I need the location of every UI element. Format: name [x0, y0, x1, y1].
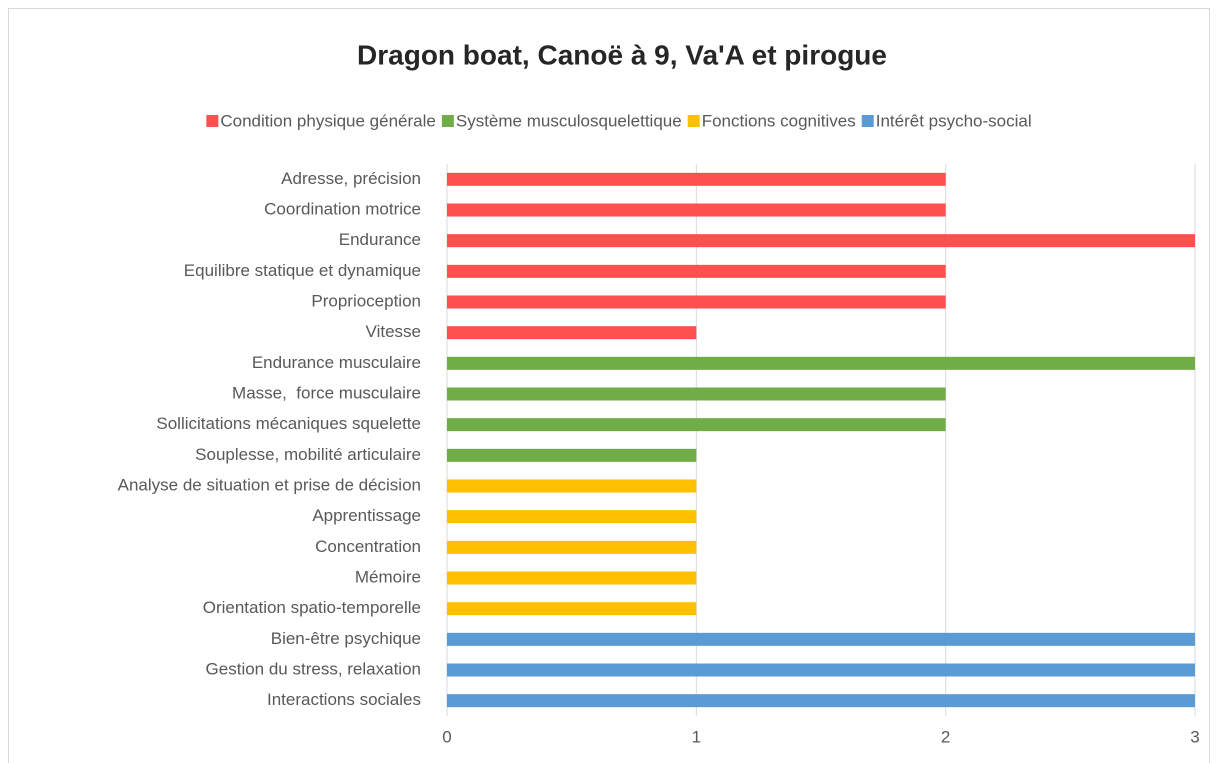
- legend-label: Système musculosquelettique: [456, 111, 682, 130]
- y-tick-label: Vitesse: [366, 322, 421, 341]
- bar: [447, 234, 1195, 248]
- bar: [447, 326, 697, 340]
- y-tick-label: Souplesse, mobilité articulaire: [195, 445, 421, 464]
- legend-label: Condition physique générale: [220, 111, 436, 130]
- y-tick-label: Endurance: [339, 230, 421, 249]
- bar: [447, 295, 946, 309]
- y-tick-label: Equilibre statique et dynamique: [184, 261, 421, 280]
- bar: [447, 479, 697, 493]
- legend-marker: [861, 115, 874, 127]
- x-tick-label: 2: [941, 727, 950, 746]
- bar: [447, 663, 1195, 677]
- y-tick-label: Bien-être psychique: [271, 629, 421, 648]
- y-tick-label: Masse, force musculaire: [232, 383, 421, 402]
- bar: [447, 203, 946, 217]
- bar: [447, 448, 697, 462]
- bar: [447, 510, 697, 524]
- y-tick-label: Orientation spatio-temporelle: [203, 598, 421, 617]
- bar: [447, 264, 946, 278]
- legend-marker: [441, 115, 454, 127]
- y-tick-label: Mémoire: [355, 567, 421, 586]
- bar: [447, 694, 1195, 708]
- y-tick-label: Endurance musculaire: [252, 353, 421, 372]
- legend-label: Fonctions cognitives: [702, 111, 856, 130]
- x-tick-label: 3: [1190, 727, 1199, 746]
- y-tick-label: Concentration: [315, 537, 421, 556]
- bar: [447, 540, 697, 554]
- bar: [447, 356, 1195, 370]
- y-tick-label: Interactions sociales: [267, 690, 421, 709]
- y-tick-label: Proprioception: [311, 291, 421, 310]
- chart-title: Dragon boat, Canoë à 9, Va'A et pirogue: [357, 39, 887, 70]
- legend-label: Intérêt psycho-social: [876, 111, 1032, 130]
- y-tick-label: Adresse, précision: [281, 169, 421, 188]
- bar: [447, 632, 1195, 646]
- bar: [447, 418, 946, 432]
- bar: [447, 571, 697, 585]
- bar: [447, 172, 946, 186]
- x-tick-label: 1: [692, 727, 701, 746]
- legend-marker: [206, 115, 219, 127]
- bar: [447, 387, 946, 401]
- y-tick-label: Analyse de situation et prise de décisio…: [118, 475, 421, 494]
- y-tick-label: Sollicitations mécaniques squelette: [156, 414, 421, 433]
- legend-marker: [687, 115, 700, 127]
- y-tick-label: Gestion du stress, relaxation: [206, 659, 421, 678]
- x-tick-label: 0: [442, 727, 451, 746]
- bar: [447, 602, 697, 616]
- y-tick-label: Apprentissage: [312, 506, 421, 525]
- y-tick-label: Coordination motrice: [264, 199, 421, 218]
